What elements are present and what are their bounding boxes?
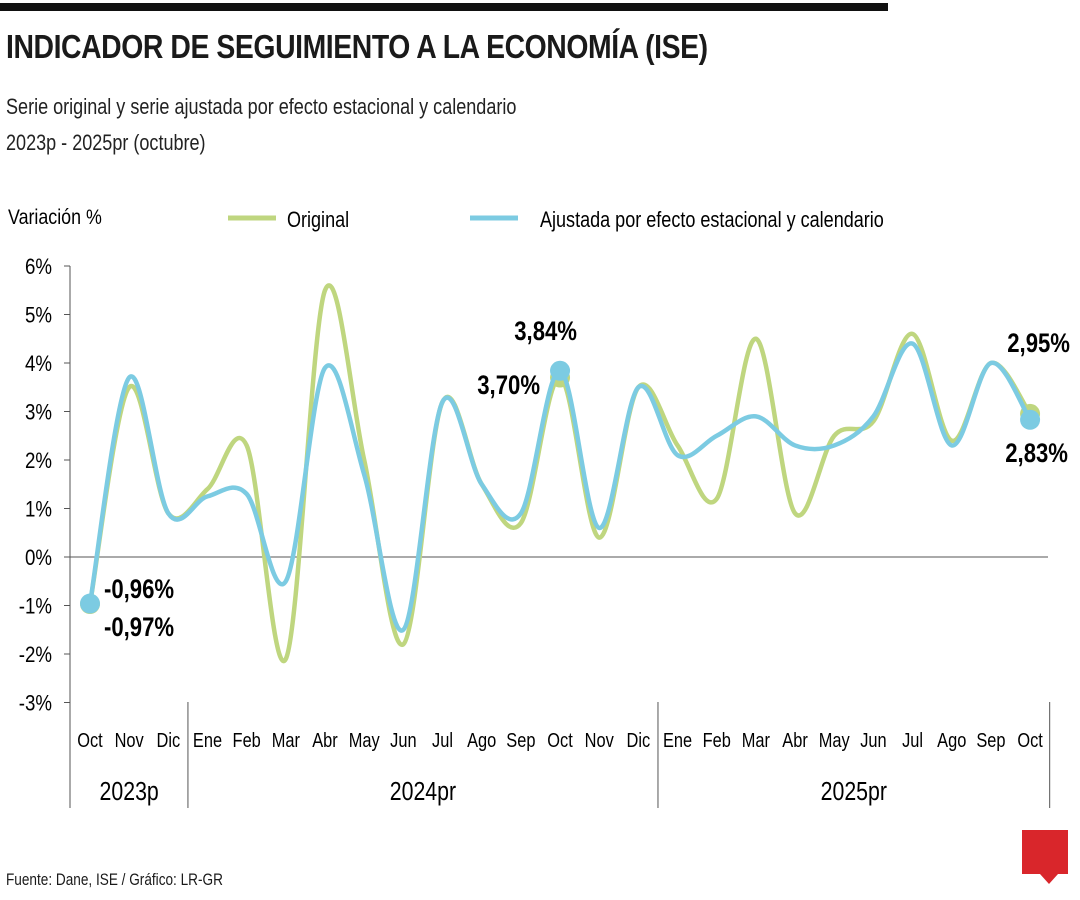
x-tick-label: Mar — [742, 728, 770, 751]
year-label: 2024pr — [390, 777, 456, 807]
x-tick-label: Nov — [585, 728, 615, 751]
source-note: Fuente: Dane, ISE / Gráfico: LR-GR — [6, 870, 223, 889]
subtitle-period: 2023p - 2025pr (octubre) — [6, 130, 206, 155]
highlight-point — [550, 360, 571, 381]
y-tick-label: 2% — [25, 450, 52, 474]
year-label: 2025pr — [821, 777, 887, 807]
y-tick-label: -1% — [19, 595, 52, 619]
y-tick-label: -3% — [19, 692, 52, 716]
y-tick-label: 6% — [25, 256, 52, 280]
y-tick-label: 5% — [25, 304, 52, 328]
x-tick-label: May — [349, 728, 381, 751]
lr-logo — [1022, 830, 1068, 884]
x-tick-label: Abr — [782, 728, 808, 751]
x-tick-label: Ene — [193, 728, 222, 751]
x-tick-label: Dic — [627, 728, 651, 751]
x-tick-label: Feb — [703, 728, 731, 751]
x-tick-label: Jul — [432, 728, 453, 751]
data-label: -0,97% — [104, 613, 174, 643]
x-tick-label: Jun — [860, 728, 886, 751]
y-tick-label: 0% — [25, 547, 52, 571]
y-tick-label: 4% — [25, 353, 52, 377]
x-tick-label: Oct — [547, 728, 572, 751]
x-tick-label: Abr — [312, 728, 338, 751]
x-tick-label: Nov — [115, 728, 145, 751]
y-tick-label: -2% — [19, 644, 52, 668]
y-tick-label: 1% — [25, 498, 52, 522]
x-tick-label: Oct — [1017, 728, 1042, 751]
x-tick-label: Ago — [467, 728, 496, 751]
series-line-0 — [87, 283, 1032, 664]
x-tick-label: Feb — [233, 728, 261, 751]
year-label: 2023p — [100, 777, 159, 807]
x-tick-label: Sep — [506, 728, 535, 751]
legend-label-0: Original — [287, 208, 349, 232]
data-label: 2,95% — [1007, 329, 1070, 359]
data-label: 3,70% — [477, 371, 540, 401]
y-axis-label: Variación % — [8, 206, 102, 230]
y-tick-label: 3% — [25, 401, 52, 425]
legend-label-1: Ajustada por efecto estacional y calenda… — [540, 208, 884, 232]
top-rule — [0, 3, 888, 11]
x-tick-label: Jul — [902, 728, 923, 751]
x-tick-label: Oct — [77, 728, 102, 751]
x-tick-label: Ene — [663, 728, 692, 751]
data-label: 2,83% — [1005, 439, 1068, 469]
x-tick-label: Sep — [976, 728, 1005, 751]
x-tick-label: Mar — [272, 728, 300, 751]
data-label: 3,84% — [514, 317, 577, 347]
page-title: INDICADOR DE SEGUIMIENTO A LA ECONOMÍA (… — [6, 28, 708, 65]
highlight-point — [80, 593, 100, 614]
highlight-point — [1020, 409, 1041, 430]
data-label: -0,96% — [104, 575, 174, 605]
x-tick-label: Jun — [390, 728, 416, 751]
x-tick-label: May — [819, 728, 851, 751]
x-tick-label: Ago — [937, 728, 966, 751]
x-tick-label: Dic — [157, 728, 181, 751]
series-line-1 — [87, 341, 1033, 633]
subtitle: Serie original y serie ajustada por efec… — [6, 94, 517, 119]
